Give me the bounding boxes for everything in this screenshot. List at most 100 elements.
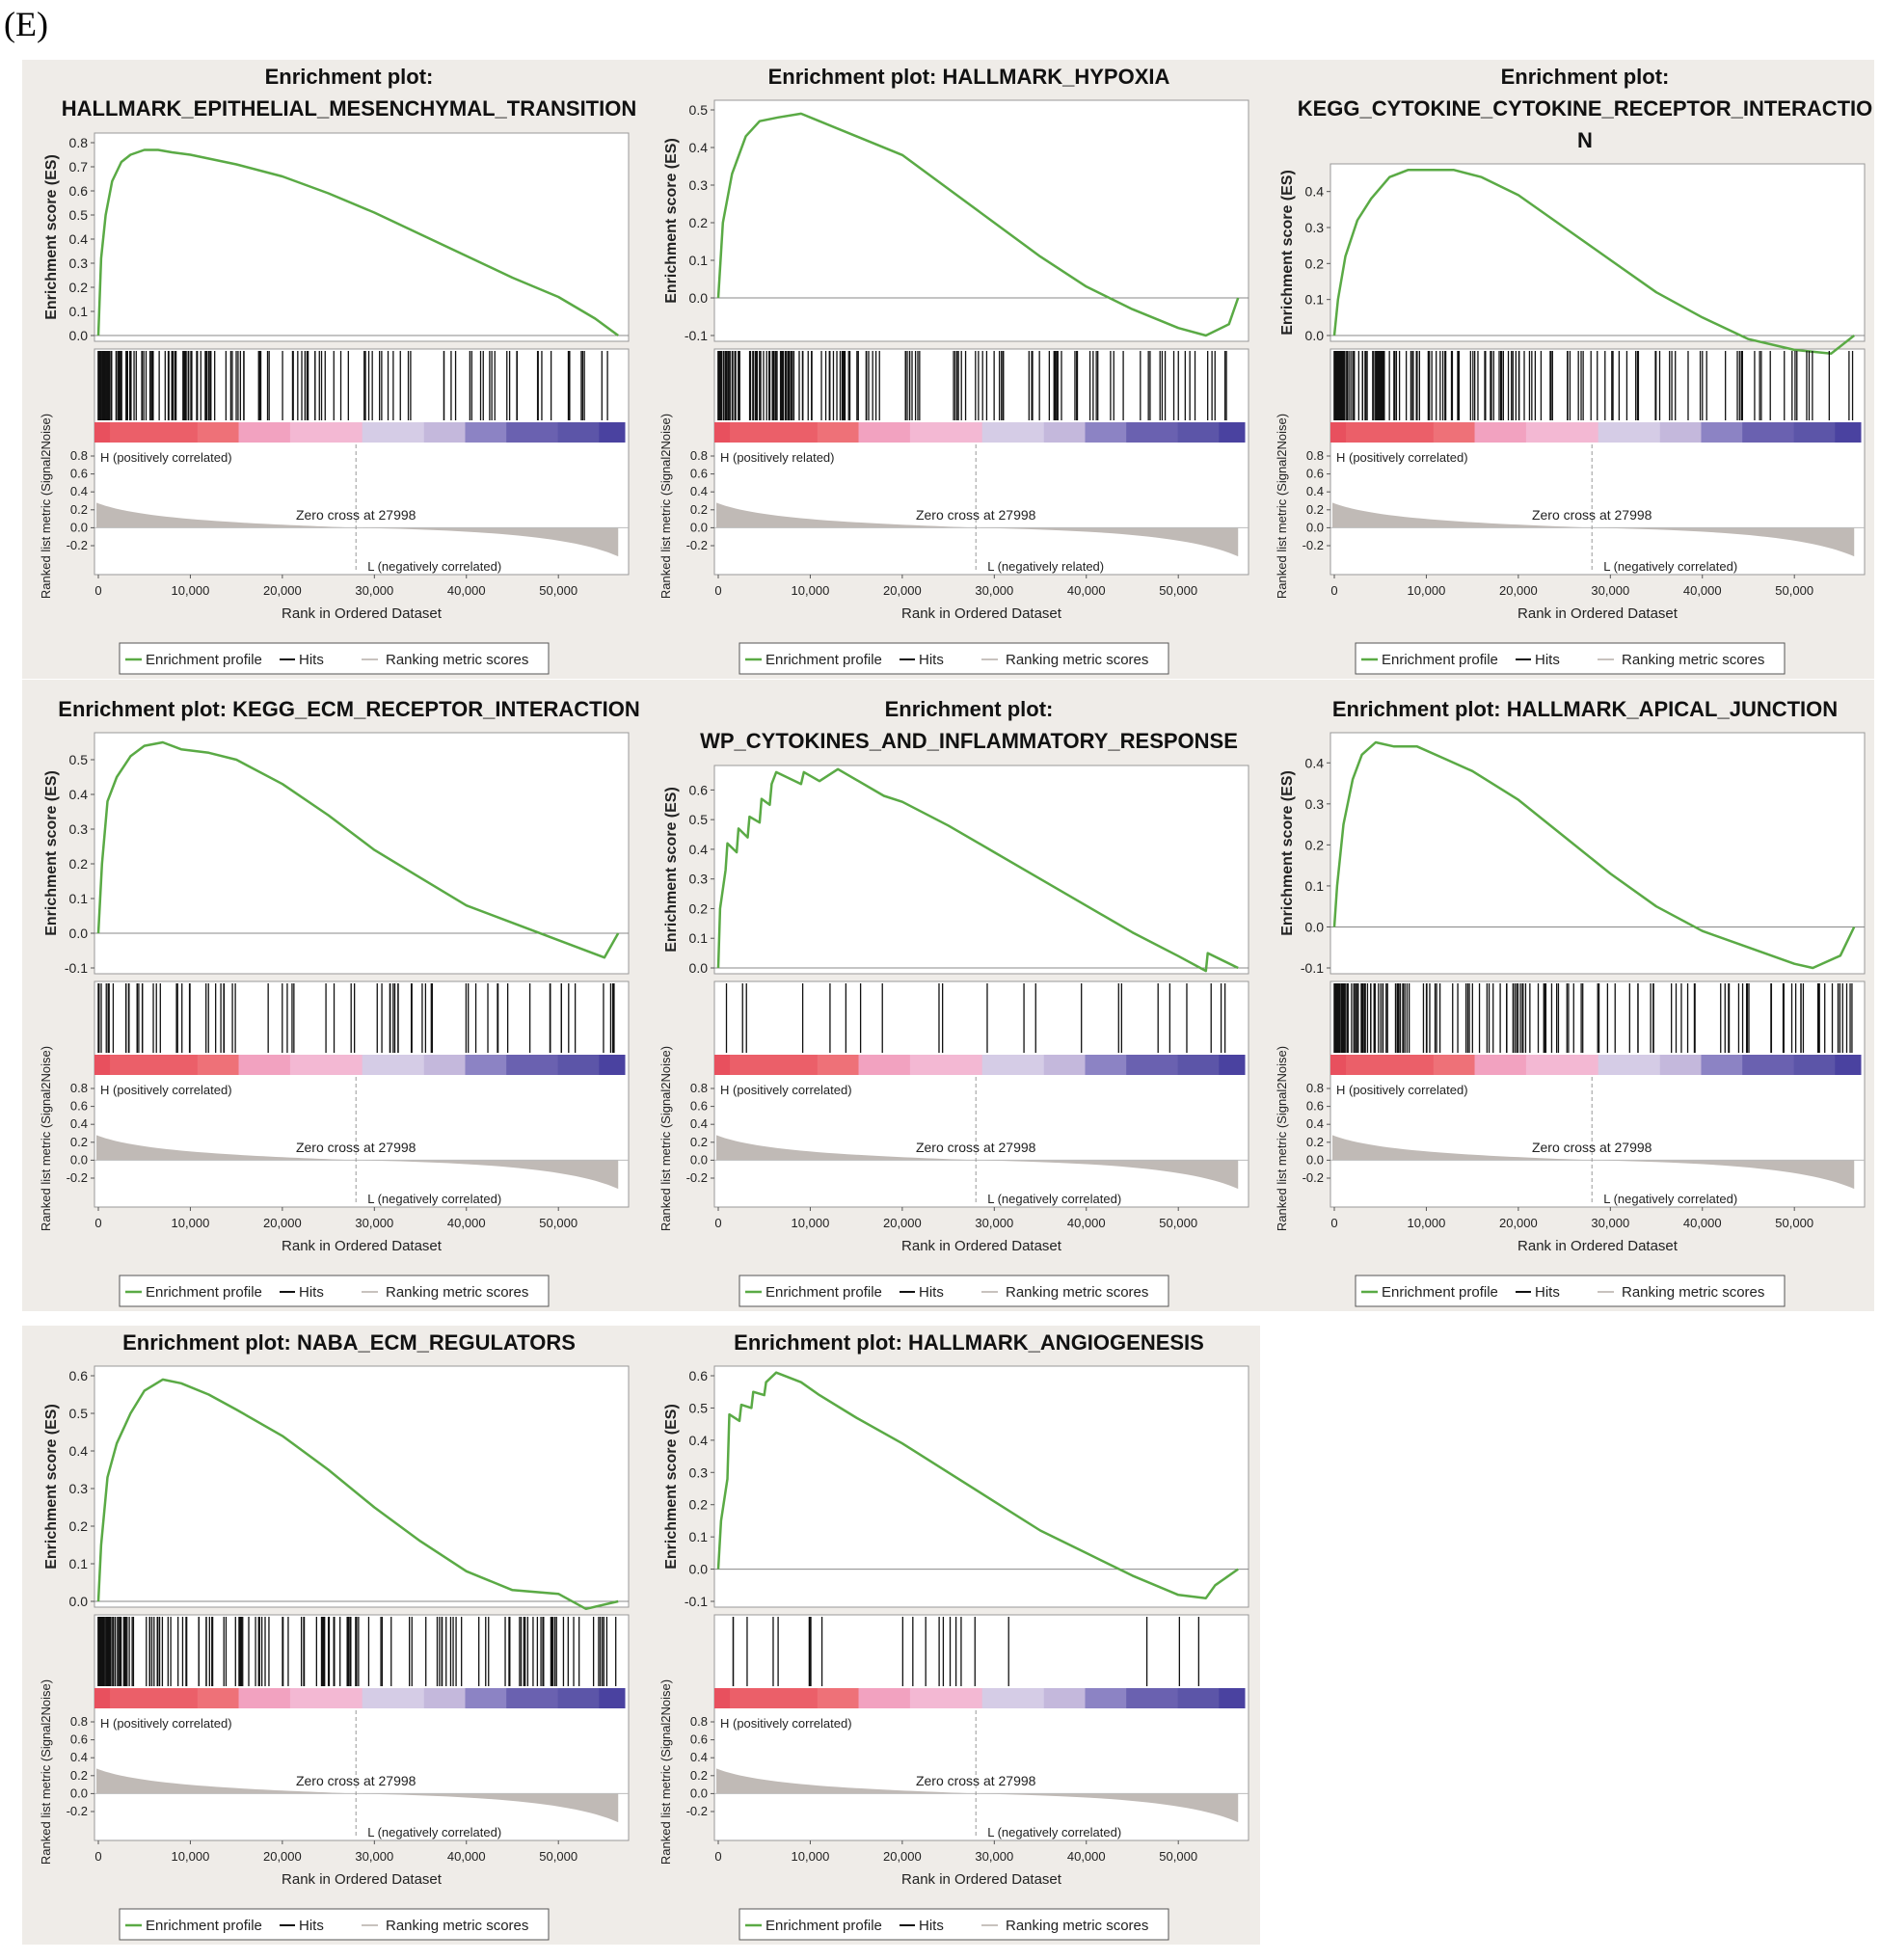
legend-enrichment-label: Enrichment profile xyxy=(146,1284,262,1301)
legend: Enrichment profile Hits Ranking metric sco… xyxy=(119,1908,550,1941)
x-tick-label: 0 xyxy=(94,1849,101,1864)
es-y-tick-label: 0.3 xyxy=(1305,220,1325,235)
negative-correlation-label: L (negatively related) xyxy=(987,559,1104,574)
rank-heat-segment xyxy=(506,422,559,443)
x-tick-label: 50,000 xyxy=(1159,583,1197,598)
rank-heat-segment xyxy=(1043,422,1086,443)
x-tick-label: 20,000 xyxy=(883,1216,922,1230)
x-tick-label: 0 xyxy=(714,1216,721,1230)
legend-box xyxy=(739,1275,1169,1307)
legend-box xyxy=(739,642,1169,675)
legend-ranking-label: Ranking metric scores xyxy=(386,652,528,668)
rank-heat-segment xyxy=(110,1055,199,1075)
legend-hits-label: Hits xyxy=(1535,652,1560,668)
legend-ranking-label: Ranking metric scores xyxy=(1006,1284,1148,1301)
rank-heat-segment xyxy=(110,422,199,443)
es-y-tick-label: 0.3 xyxy=(689,177,709,193)
x-tick-label: 20,000 xyxy=(1499,583,1538,598)
metric-axis-label: Ranked list metric (Signal2Noise) xyxy=(658,1046,673,1231)
rank-heat-segment xyxy=(1330,422,1347,443)
ranking-metric-area xyxy=(716,1768,1239,1823)
es-y-tick-label: 0.2 xyxy=(689,1497,709,1513)
legend-hits-label: Hits xyxy=(919,1284,944,1301)
legend-enrichment-label: Enrichment profile xyxy=(146,652,262,668)
es-y-tick-label: 0.0 xyxy=(689,1562,709,1577)
es-y-tick-label: 0.3 xyxy=(689,1464,709,1480)
x-tick-label: 30,000 xyxy=(355,1216,393,1230)
es-axis-label: Enrichment score (ES) xyxy=(663,138,680,304)
legend-enrichment-label: Enrichment profile xyxy=(765,1284,882,1301)
metric-axis-label: Ranked list metric (Signal2Noise) xyxy=(658,414,673,599)
metric-y-tick-label: 0.2 xyxy=(70,1768,88,1783)
rank-heat-segment xyxy=(1330,1055,1347,1075)
rank-heat-segment xyxy=(599,1055,626,1075)
plot-title-line: Enrichment plot: KEGG_ECM_RECEPTOR_INTER… xyxy=(58,697,639,721)
es-y-tick-label: 0.4 xyxy=(689,842,709,857)
plot-title-line: Enrichment plot: NABA_ECM_REGULATORS xyxy=(122,1330,576,1355)
x-tick-label: 50,000 xyxy=(1159,1849,1197,1864)
x-tick-label: 10,000 xyxy=(792,1849,830,1864)
hits-group xyxy=(725,983,1226,1053)
rank-heat-segment xyxy=(1659,1055,1702,1075)
negative-correlation-label: L (negatively correlated) xyxy=(1603,559,1737,574)
zero-cross-label: Zero cross at 27998 xyxy=(296,1773,416,1788)
metric-y-tick-label: 0.6 xyxy=(690,467,708,481)
positive-correlation-label: H (positively related) xyxy=(720,450,835,465)
rank-heat-segment xyxy=(506,1688,559,1708)
ranking-metric-area xyxy=(716,1135,1239,1190)
metric-axis-label: Ranked list metric (Signal2Noise) xyxy=(658,1679,673,1865)
enrichment-profile-line xyxy=(96,1378,619,1611)
es-y-tick-label: -0.1 xyxy=(65,960,88,976)
rank-heat-segment xyxy=(110,1688,199,1708)
x-tick-label: 10,000 xyxy=(792,583,830,598)
x-tick-label: 50,000 xyxy=(1159,1216,1197,1230)
ranking-metric-area xyxy=(1332,502,1855,557)
metric-y-tick-label: 0.2 xyxy=(70,1135,88,1149)
metric-y-tick-label: 0.2 xyxy=(70,502,88,517)
legend: Enrichment profile Hits Ranking metric sco… xyxy=(119,1275,550,1307)
legend-hits-label: Hits xyxy=(919,1918,944,1934)
metric-y-tick-label: 0.0 xyxy=(1306,1152,1324,1167)
es-y-tick-label: 0.3 xyxy=(69,255,89,271)
enrichment-profile-line xyxy=(96,740,620,959)
es-y-tick-label: 0.5 xyxy=(689,1400,709,1415)
zero-cross-label: Zero cross at 27998 xyxy=(1532,1140,1652,1155)
es-y-tick-label: 0.1 xyxy=(689,1529,709,1544)
metric-y-tick-label: 0.6 xyxy=(1306,467,1324,481)
legend-hits-label: Hits xyxy=(919,652,944,668)
rank-heat-segment xyxy=(981,1688,1045,1708)
rank-heat-segment xyxy=(362,1688,425,1708)
gsea-plot-wp-cytokines: Enrichment plot: WP_CYTOKINES_AND_INFLAMM… xyxy=(639,692,1264,1327)
es-y-tick-label: 0.1 xyxy=(69,1556,89,1571)
x-tick-label: 20,000 xyxy=(263,1849,302,1864)
es-plot-frame xyxy=(713,1365,1249,1608)
es-y-tick-label: -0.1 xyxy=(685,1594,708,1609)
legend-ranking-label: Ranking metric scores xyxy=(386,1918,528,1934)
hits-group xyxy=(732,1617,1200,1686)
positive-correlation-label: H (positively correlated) xyxy=(100,1083,232,1097)
metric-y-tick-label: 0.8 xyxy=(1306,1081,1324,1095)
metric-y-tick-label: 0.4 xyxy=(70,1750,88,1764)
es-y-tick-label: 0.1 xyxy=(689,930,709,946)
rank-heat-segment xyxy=(981,1055,1045,1075)
es-y-tick-label: 0.4 xyxy=(1305,755,1325,770)
rank-heat-segment xyxy=(1742,1055,1795,1075)
x-tick-label: 30,000 xyxy=(975,583,1013,598)
legend-enrichment-label: Enrichment profile xyxy=(1382,652,1498,668)
metric-axis-label: Ranked list metric (Signal2Noise) xyxy=(39,414,53,599)
plot-title-line: Enrichment plot: HALLMARK_ANGIOGENESIS xyxy=(734,1330,1204,1355)
es-y-tick-label: 0.5 xyxy=(69,1406,89,1421)
es-y-tick-label: 0.1 xyxy=(1305,292,1325,308)
rank-heat-segment xyxy=(362,422,425,443)
x-tick-label: 0 xyxy=(94,583,101,598)
plot-title-line: Enrichment plot: xyxy=(1501,65,1670,89)
es-y-tick-label: 0.0 xyxy=(1305,328,1325,343)
es-y-tick-label: 0.6 xyxy=(689,1368,709,1383)
gsea-plot-hypoxia: Enrichment plot: HALLMARK_HYPOXIA 0.5 0.4 0… xyxy=(639,60,1264,694)
metric-y-tick-label: 0.4 xyxy=(690,484,708,498)
rank-heat-segment xyxy=(730,422,819,443)
metric-y-tick-label: 0.6 xyxy=(70,1732,88,1747)
es-y-tick-label: 0.4 xyxy=(69,787,89,802)
rank-heat-segment xyxy=(909,422,983,443)
x-tick-label: 0 xyxy=(1330,1216,1337,1230)
